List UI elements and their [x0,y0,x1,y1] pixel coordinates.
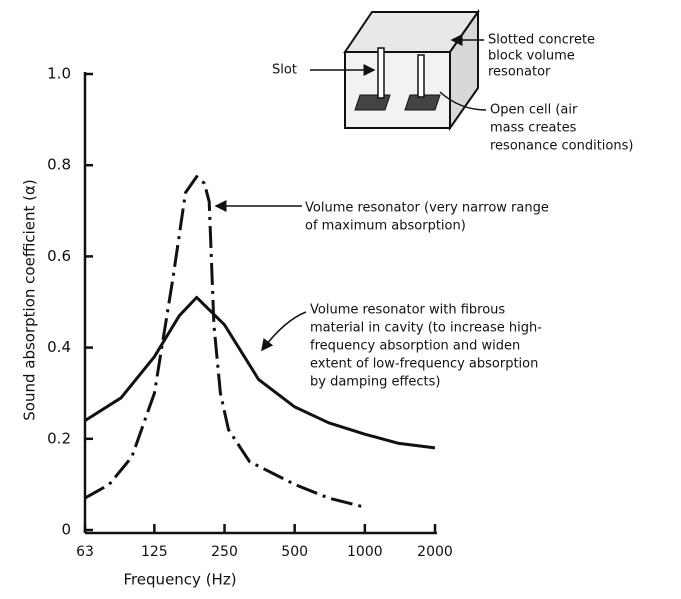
series-line [84,175,366,509]
y-tick-label: 0.6 [47,247,71,265]
series-line [84,295,436,450]
y-tick-label: 0.2 [47,429,71,447]
annotation: resonance conditions) [490,139,633,154]
annotation: by damping effects) [310,375,441,390]
annotation: Slotted concrete [488,33,595,48]
x-tick-label: 1000 [347,544,383,560]
y-tick-label: 0.8 [47,156,71,174]
x-axis-label: Frequency (Hz) [123,571,236,589]
annotation: mass creates [490,121,577,136]
leader-line [261,311,307,352]
annotation: Open cell (air [490,103,578,118]
annotation: of maximum absorption) [305,219,466,234]
y-tick-label: 0 [61,521,71,539]
annotation: material in cavity (to increase high- [310,321,542,336]
annotation: frequency absorption and widen [310,339,520,354]
annotation: Slot [272,63,297,78]
annotation: resonator [488,65,551,80]
leader-line [439,91,487,111]
x-tick-label: 125 [141,544,168,560]
annotation: extent of low-frequency absorption [310,357,538,372]
annotation: Volume resonator with fibrous [310,303,505,318]
x-tick-label: 63 [76,544,94,560]
x-tick-label: 2000 [417,544,453,560]
annotation: Volume resonator (very narrow range [305,201,549,216]
x-tick-label: 500 [281,544,308,560]
y-axis-label: Sound absorption coefficient (α) [21,179,39,420]
annotation: block volume [488,49,575,64]
y-tick-label: 0.4 [47,338,71,356]
x-tick-label: 250 [211,544,238,560]
y-tick-label: 1.0 [47,65,71,83]
